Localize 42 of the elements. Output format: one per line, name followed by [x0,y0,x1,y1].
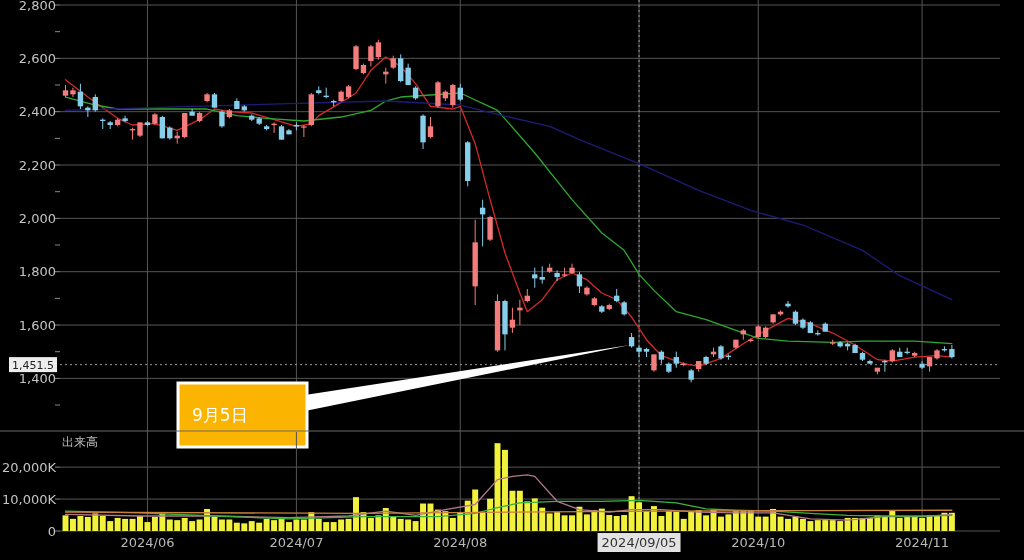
candlestick [375,39,382,61]
candlestick [509,307,516,334]
candlestick [569,263,575,275]
bar [948,512,955,531]
y-tick-label: 2,600 [18,50,56,66]
candlestick [353,44,359,71]
line-series [64,499,953,520]
y-tick-label: 1,400 [18,370,56,386]
line-series [64,100,953,301]
x-tick-label: 2024/10 [731,535,786,550]
candlestick [554,269,560,282]
annotation: 9月5日 [192,405,248,425]
y-tick-label: 0 [47,523,56,539]
y-tick-label: 10,000K [1,491,57,507]
candlestick [576,271,583,294]
x-tick-label: 2024/07 [269,535,324,550]
y-tick-label: 2,200 [18,157,56,173]
x-tick-label: 2024/11 [895,535,950,550]
candlestick [70,87,76,98]
ref-line-label: 1,451.5 [12,358,54,372]
line-series [64,56,953,368]
candlestick [532,267,538,289]
y-tick-label: 20,000K [1,459,57,475]
candlestick [487,215,493,242]
y-tick-label: 2,400 [18,104,56,120]
x-tick-label: 2024/06 [120,535,175,550]
y-tick-label: 1,800 [18,264,56,280]
candlestick [435,80,441,109]
candlestick [368,44,374,67]
candlestick [301,124,307,138]
candlestick [182,112,188,139]
candlestick [398,53,404,83]
x-tick-label: 2024/08 [433,535,488,550]
y-tick-label: 2,000 [18,210,56,226]
x-tick-label: 2024/09/05 [601,535,677,550]
chart-title: 出来高 [62,435,98,449]
candlestick [450,83,456,109]
y-tick-label: 1,600 [18,317,56,333]
candlestick [427,116,434,139]
candlestick [919,360,925,370]
candlestick [636,345,642,358]
y-tick-label: 2,800 [18,0,56,13]
